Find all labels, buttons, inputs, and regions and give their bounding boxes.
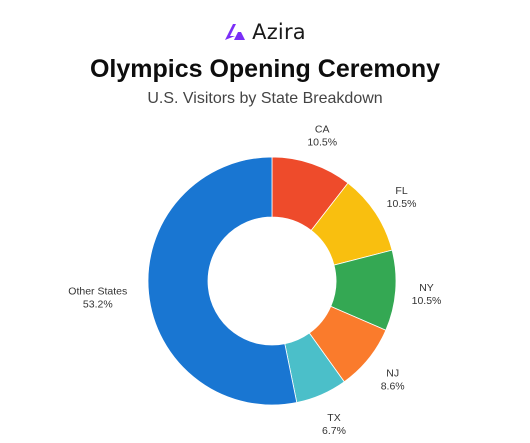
slice-label-value: 8.6% bbox=[381, 380, 405, 392]
slice-label-name: NY bbox=[419, 282, 434, 294]
slice-label-value: 53.2% bbox=[83, 299, 113, 311]
slice-label-value: 10.5% bbox=[307, 136, 337, 148]
brand-name: Azira bbox=[252, 20, 306, 44]
chart-title: Olympics Opening Ceremony bbox=[89, 55, 441, 83]
donut-slice-other-states bbox=[147, 156, 298, 406]
slice-label-name: FL bbox=[395, 185, 407, 197]
slice-label-value: 6.7% bbox=[322, 425, 346, 437]
slice-label-value: 10.5% bbox=[412, 295, 442, 307]
slice-label-nj: NJ8.6% bbox=[381, 367, 405, 392]
slice-label-name: CA bbox=[315, 123, 330, 135]
slice-label-value: 10.5% bbox=[387, 198, 417, 210]
slice-label-name: Other States bbox=[68, 286, 127, 298]
brand-header: Azira bbox=[0, 20, 530, 44]
slice-label-tx: TX6.7% bbox=[322, 412, 346, 437]
slice-label-name: NJ bbox=[386, 367, 399, 379]
slice-label-name: TX bbox=[327, 412, 340, 424]
azira-logo-icon bbox=[225, 24, 246, 40]
chart-subtitle: U.S. Visitors by State Breakdown bbox=[147, 90, 383, 107]
